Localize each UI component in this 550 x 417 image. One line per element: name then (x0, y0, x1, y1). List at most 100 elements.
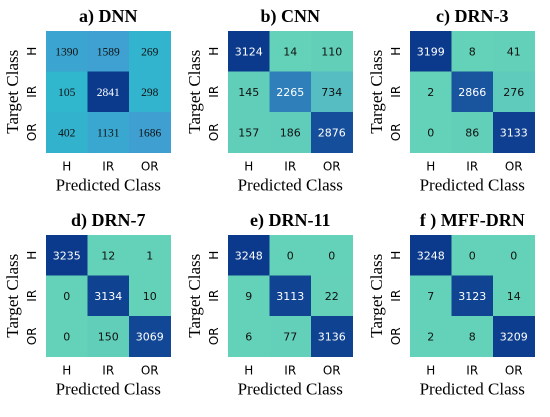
y-tick-label: H (25, 251, 39, 260)
heatmap-cell (228, 316, 270, 357)
cell-value-label: 3199 (417, 45, 445, 58)
cell-value-label: 0 (63, 290, 70, 303)
heatmap-cell (311, 275, 353, 317)
x-axis-label: Predicted Class (56, 176, 161, 195)
cell-value-label: 2841 (97, 87, 120, 99)
heatmap-cell (311, 31, 353, 72)
cell-value-label: 86 (465, 126, 479, 139)
heatmap-cell (228, 112, 270, 153)
heatmap-cell (451, 71, 494, 113)
heatmap-cell (87, 235, 130, 276)
heatmap-cell (87, 112, 130, 153)
heatmap-cell (46, 316, 88, 357)
y-axis-label: Target Class (3, 254, 22, 338)
heatmap-cell (228, 31, 270, 72)
panel-title: d) DRN-7 (71, 210, 146, 231)
y-tick-label: IR (25, 86, 39, 98)
heatmap-cell (269, 112, 312, 153)
x-tick-label: IR (102, 160, 114, 174)
cell-value-label: 3235 (53, 249, 81, 262)
cell-value-label: 2 (427, 330, 434, 343)
cell-value-label: 734 (321, 86, 342, 99)
y-tick-label: H (207, 47, 221, 56)
cell-value-label: 3248 (235, 249, 263, 262)
cell-value-label: 1390 (55, 46, 78, 58)
cell-value-label: 22 (325, 290, 339, 303)
cell-value-label: 298 (141, 87, 159, 99)
panel-title: a) DNN (79, 6, 138, 27)
x-tick-label: OR (323, 160, 341, 174)
cell-value-label: 3123 (458, 290, 486, 303)
heatmap-cell (451, 112, 494, 153)
x-tick-label: H (426, 364, 435, 378)
y-tick-label: OR (389, 123, 403, 141)
heatmap-cell (493, 235, 535, 276)
panel-title: b) CNN (260, 6, 320, 27)
heatmap-cell (228, 275, 270, 317)
cell-value-label: 110 (321, 45, 342, 58)
heatmap-cell (410, 275, 452, 317)
x-tick-label: OR (141, 160, 159, 174)
cell-value-label: 269 (141, 46, 159, 58)
y-axis-label: Target Class (3, 50, 22, 134)
confusion-matrix-panel: f ) MFF-DRN 3248 0 0 7 3123 14 2 8 3209 H IR OR H IR OR… (367, 210, 535, 399)
heatmap-cell (311, 316, 353, 357)
heatmap-cell (451, 235, 494, 276)
heatmap-cell (269, 235, 312, 276)
heatmap-cell (269, 71, 312, 113)
heatmap-cell (46, 275, 88, 317)
heatmap-cell (46, 112, 88, 153)
cell-value-label: 0 (63, 330, 70, 343)
cell-value-label: 14 (283, 45, 297, 58)
heatmap-cell (493, 316, 535, 357)
cell-value-label: 157 (238, 126, 259, 139)
heatmap-cell (129, 235, 171, 276)
cell-value-label: 2876 (318, 126, 346, 139)
cell-value-label: 41 (507, 45, 521, 58)
cell-value-label: 8 (469, 330, 476, 343)
heatmap-cell (269, 316, 312, 357)
y-tick-label: IR (389, 290, 403, 302)
heatmap-cell (451, 31, 494, 72)
y-tick-label: H (207, 251, 221, 260)
x-tick-label: OR (505, 160, 523, 174)
x-axis-label: Predicted Class (56, 380, 161, 399)
y-tick-label: H (389, 47, 403, 56)
heatmap-cell (493, 31, 535, 72)
cell-value-label: 6 (245, 330, 252, 343)
heatmap-cell (46, 31, 88, 72)
y-tick-label: IR (25, 290, 39, 302)
heatmap-cell (311, 71, 353, 113)
x-tick-label: H (244, 364, 253, 378)
x-axis-label: Predicted Class (238, 176, 343, 195)
heatmap-cell (87, 71, 130, 113)
heatmap-cell (87, 31, 130, 72)
cell-value-label: 2 (427, 86, 434, 99)
confusion-matrix-panel: c) DRN-3 3199 8 41 2 2866 276 0 86 3133 H IR OR H IR OR… (367, 6, 535, 195)
y-tick-label: IR (207, 290, 221, 302)
x-tick-label: IR (466, 364, 478, 378)
x-tick-label: IR (284, 160, 296, 174)
cell-value-label: 9 (245, 290, 252, 303)
heatmap-cell (493, 275, 535, 317)
heatmap-cell (451, 316, 494, 357)
cell-value-label: 105 (58, 87, 76, 99)
heatmap-cell (410, 316, 452, 357)
heatmap-cell (129, 71, 171, 113)
panel-title: c) DRN-3 (436, 6, 508, 27)
x-tick-label: OR (323, 364, 341, 378)
heatmap-cell (46, 71, 88, 113)
cell-value-label: 1 (146, 249, 153, 262)
x-tick-label: OR (505, 364, 523, 378)
panel-title: e) DRN-11 (250, 210, 330, 231)
cell-value-label: 3248 (417, 249, 445, 262)
x-tick-label: H (244, 160, 253, 174)
heatmap-cell (129, 316, 171, 357)
cell-value-label: 1686 (138, 127, 161, 139)
cell-value-label: 3136 (318, 330, 346, 343)
cell-value-label: 3069 (136, 330, 164, 343)
cell-value-label: 77 (283, 330, 297, 343)
cell-value-label: 186 (280, 126, 301, 139)
y-axis-label: Target Class (367, 254, 386, 338)
